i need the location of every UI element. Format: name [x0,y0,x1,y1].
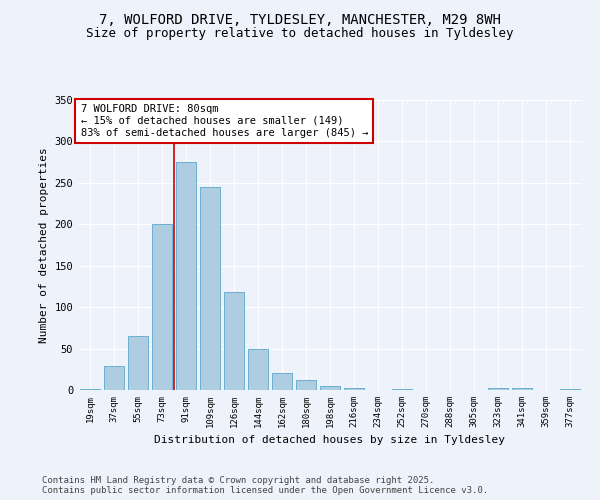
Text: 7, WOLFORD DRIVE, TYLDESLEY, MANCHESTER, M29 8WH: 7, WOLFORD DRIVE, TYLDESLEY, MANCHESTER,… [99,12,501,26]
Text: Contains HM Land Registry data © Crown copyright and database right 2025.
Contai: Contains HM Land Registry data © Crown c… [42,476,488,495]
Bar [392,389,412,390]
Bar [128,336,148,390]
Text: Size of property relative to detached houses in Tyldesley: Size of property relative to detached ho… [86,28,514,40]
Bar [224,292,244,390]
Bar [512,388,532,390]
Text: 7 WOLFORD DRIVE: 80sqm
← 15% of detached houses are smaller (149)
83% of semi-de: 7 WOLFORD DRIVE: 80sqm ← 15% of detached… [80,104,368,138]
Bar [200,187,220,390]
Bar [272,374,292,390]
Bar [104,366,124,390]
Bar [488,388,508,390]
Bar [560,389,580,390]
Bar [320,386,340,390]
X-axis label: Distribution of detached houses by size in Tyldesley: Distribution of detached houses by size … [155,436,505,446]
Bar [152,224,172,390]
Bar [344,388,364,390]
Y-axis label: Number of detached properties: Number of detached properties [39,147,49,343]
Bar [296,380,316,390]
Bar [248,348,268,390]
Bar [80,389,100,390]
Bar [176,162,196,390]
